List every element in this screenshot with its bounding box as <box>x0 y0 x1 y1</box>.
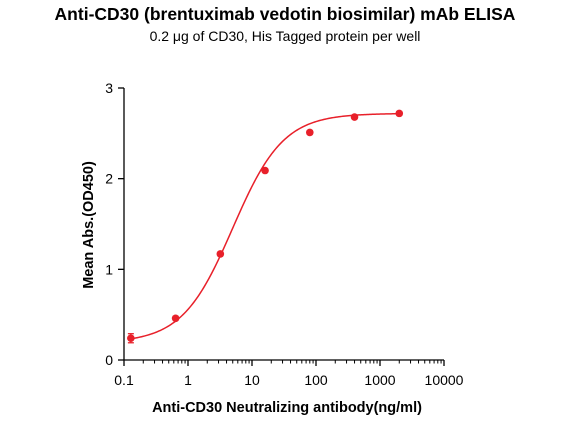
data-point <box>127 334 135 343</box>
x-tick-label: 1000 <box>364 372 395 388</box>
x-tick-label: 0.1 <box>114 372 134 388</box>
x-axis-title: Anti-CD30 Neutralizing antibody(ng/ml) <box>152 400 422 416</box>
chart-title: Anti-CD30 (brentuximab vedotin biosimila… <box>54 4 516 24</box>
data-points <box>127 109 404 344</box>
x-tick-label: 100 <box>304 372 328 388</box>
y-axis-title: Mean Abs.(OD450) <box>81 161 97 289</box>
x-tick-label: 10 <box>244 372 260 388</box>
axes: 0 1 2 3 0.1 1 10 100 1000 10000 <box>105 80 463 388</box>
y-tick-label: 1 <box>105 261 113 277</box>
data-point <box>171 314 180 323</box>
data-point <box>216 250 225 258</box>
fit-curve-path <box>130 112 400 340</box>
data-point <box>395 109 404 118</box>
x-tick-label: 1 <box>184 372 192 388</box>
data-point <box>305 128 314 137</box>
x-tick-label: 10000 <box>425 372 464 388</box>
data-point <box>261 166 269 175</box>
data-point <box>350 113 359 121</box>
y-tick-label: 0 <box>105 352 113 368</box>
y-tick-label: 2 <box>105 171 113 187</box>
y-tick-label: 3 <box>105 80 113 96</box>
chart-subtitle: 0.2 μg of CD30, His Tagged protein per w… <box>149 28 421 44</box>
fit-curve <box>130 112 400 340</box>
